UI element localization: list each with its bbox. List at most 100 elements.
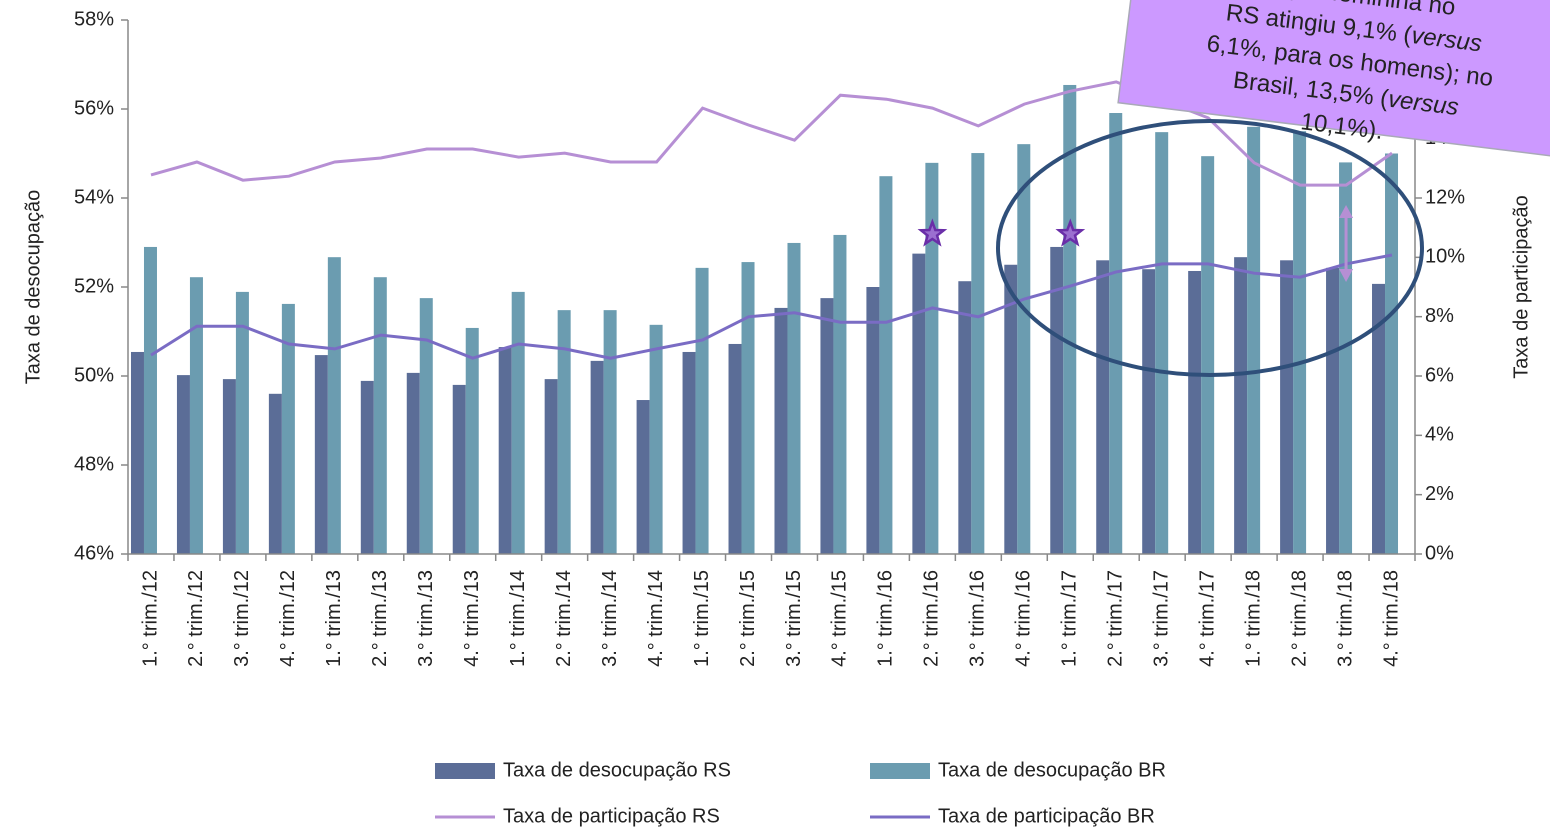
- x-tick-label: 3.° trim./18: [1334, 570, 1356, 667]
- x-tick-label: 1.° trim./12: [139, 570, 161, 667]
- bar: [787, 242, 801, 554]
- x-tick-label: 4.° trim./16: [1013, 570, 1035, 667]
- bar: [958, 281, 972, 554]
- x-tick-label: 1.° trim./13: [323, 570, 345, 667]
- x-tick-label: 2.° trim./15: [737, 570, 759, 667]
- bar: [866, 287, 880, 554]
- bar: [695, 267, 709, 554]
- x-tick-label: 1.° trim./14: [507, 570, 529, 667]
- legend-label: Taxa de participação BR: [938, 805, 1155, 827]
- bar: [557, 310, 571, 554]
- bar: [1050, 246, 1064, 554]
- bar: [590, 360, 604, 554]
- bar: [498, 347, 512, 554]
- bar: [1155, 132, 1169, 554]
- x-tick-label: 3.° trim./17: [1150, 570, 1172, 667]
- y-tick-label: 58%: [74, 8, 114, 30]
- bar: [1280, 260, 1294, 554]
- legend-label: Taxa de participação RS: [503, 805, 720, 827]
- x-tick-label: 2.° trim./18: [1288, 570, 1310, 667]
- y2-tick-label: 10%: [1425, 246, 1465, 268]
- bar: [1293, 131, 1307, 554]
- x-tick-label: 1.° trim./18: [1242, 570, 1264, 667]
- bar: [130, 351, 144, 554]
- y-tick-label: 48%: [74, 453, 114, 475]
- x-tick-label: 3.° trim./15: [783, 570, 805, 667]
- x-tick-label: 2.° trim./13: [369, 570, 391, 667]
- y-axis-label: Taxa de desocupação: [22, 190, 44, 385]
- x-tick-label: 4.° trim./14: [645, 570, 667, 667]
- line-series: [150, 253, 1393, 360]
- bar: [1188, 270, 1202, 554]
- bar: [912, 253, 926, 554]
- bar: [465, 327, 479, 554]
- y-tick-label: 56%: [74, 97, 114, 119]
- star-marker: [1055, 218, 1086, 247]
- bar: [327, 257, 341, 554]
- bar: [406, 372, 420, 554]
- y2-tick-label: 2%: [1425, 483, 1454, 505]
- bar: [1201, 156, 1215, 555]
- bar: [741, 262, 755, 554]
- star-marker: [917, 218, 948, 247]
- bar: [1063, 84, 1077, 554]
- annotation: pação feminina noRS atingiu 9,1% (versus…: [1117, 0, 1550, 161]
- bar: [1096, 260, 1110, 554]
- legend-swatch: [870, 763, 930, 779]
- annotation-box: [1117, 0, 1550, 161]
- bar: [314, 355, 328, 554]
- x-tick-label: 3.° trim./14: [599, 570, 621, 667]
- bar: [833, 234, 847, 554]
- x-tick-label: 4.° trim./13: [461, 570, 483, 667]
- bar: [1385, 153, 1399, 554]
- y-tick-label: 52%: [74, 275, 114, 297]
- bar: [544, 379, 558, 554]
- x-tick-label: 4.° trim./18: [1380, 570, 1402, 667]
- bar: [1372, 283, 1386, 554]
- y2-tick-label: 6%: [1425, 364, 1454, 386]
- bar: [1326, 267, 1340, 554]
- bar: [1339, 162, 1353, 554]
- bar: [235, 291, 249, 554]
- x-tick-label: 1.° trim./15: [691, 570, 713, 667]
- bar: [419, 298, 433, 554]
- x-tick-label: 4.° trim./17: [1196, 570, 1218, 667]
- y2-tick-label: 4%: [1425, 424, 1454, 446]
- bar: [636, 400, 650, 554]
- bar: [879, 176, 893, 554]
- bar: [603, 310, 617, 554]
- bar: [176, 375, 190, 554]
- bar: [1234, 257, 1248, 554]
- bar: [682, 351, 696, 554]
- x-tick-label: 3.° trim./16: [967, 570, 989, 667]
- bar: [820, 298, 834, 554]
- y-tick-label: 46%: [74, 542, 114, 564]
- bar: [728, 343, 742, 554]
- bar: [774, 307, 788, 554]
- x-tick-label: 1.° trim./17: [1059, 570, 1081, 667]
- bar: [268, 393, 282, 554]
- bar: [360, 380, 374, 554]
- bar: [511, 291, 525, 554]
- y2-tick-label: 0%: [1425, 542, 1454, 564]
- x-tick-label: 3.° trim./12: [231, 570, 253, 667]
- bar: [1142, 269, 1156, 554]
- bar: [971, 153, 985, 554]
- x-tick-label: 4.° trim./15: [829, 570, 851, 667]
- bar: [281, 303, 295, 554]
- x-tick-label: 4.° trim./12: [277, 570, 299, 667]
- bar: [143, 246, 157, 554]
- highlight-ellipse: [996, 119, 1424, 377]
- x-tick-label: 1.° trim./16: [875, 570, 897, 667]
- bar: [1109, 113, 1123, 554]
- bar: [452, 384, 466, 554]
- x-tick-label: 2.° trim./17: [1105, 570, 1127, 667]
- x-tick-label: 2.° trim./12: [185, 570, 207, 667]
- y-tick-label: 54%: [74, 186, 114, 208]
- legend-label: Taxa de desocupação RS: [503, 759, 731, 781]
- y2-tick-label: 12%: [1425, 186, 1465, 208]
- y2-tick-label: 8%: [1425, 305, 1454, 327]
- bar: [189, 277, 203, 554]
